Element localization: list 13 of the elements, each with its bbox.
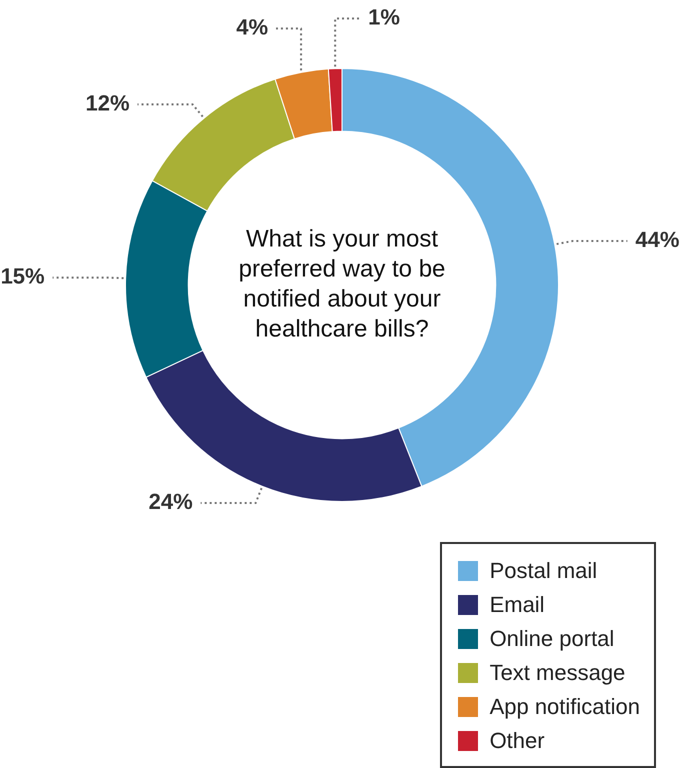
text: What is your most preferred way to be notified about your healthcare bills?: [238, 226, 446, 343]
data-label: 24%: [148, 489, 193, 514]
data-label: 12%: [85, 90, 130, 116]
data-label: 44%: [635, 227, 680, 252]
data-label: 1%: [368, 4, 400, 30]
legend-label: Other: [490, 728, 545, 754]
legend-label: Online portal: [490, 626, 614, 652]
data-label: 4%: [236, 14, 268, 40]
legend-label: Postal mail: [490, 558, 598, 584]
legend-label: App notification: [490, 694, 640, 720]
legend-label: Text message: [490, 660, 626, 686]
data-label: 15%: [0, 264, 45, 289]
legend-label: Email: [490, 592, 545, 618]
